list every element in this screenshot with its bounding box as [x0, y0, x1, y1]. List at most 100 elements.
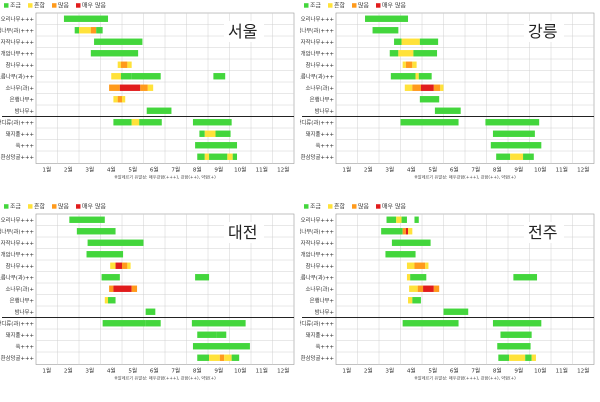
pollen-bar-moderate: [131, 119, 140, 126]
legend-label-very_high: 매우 많음: [382, 203, 406, 211]
month-tick-label: 2월: [64, 166, 73, 174]
pollen-bar-low: [400, 119, 459, 126]
pollen-bar-low: [197, 331, 217, 338]
species-label: 환삼덩굴+++: [301, 153, 334, 161]
pollen-bar-high: [131, 285, 138, 292]
legend-swatch-moderate: [28, 204, 33, 209]
pollen-bar-moderate: [415, 73, 419, 80]
pollen-bar-low: [401, 216, 407, 223]
month-tick-label: 10월: [534, 367, 546, 375]
pollen-bar-low: [146, 107, 172, 114]
legend-label-low: 조금: [10, 204, 22, 211]
species-label: 측백나무(과)+++: [0, 26, 34, 34]
pollen-bar-high: [122, 262, 128, 269]
pollen-bar-moderate: [396, 216, 402, 223]
pollen-bar-low: [76, 228, 116, 235]
pollen-bar-moderate: [408, 297, 413, 304]
pollen-bar-high: [90, 27, 97, 34]
month-tick-label: 7월: [471, 367, 480, 375]
month-tick-label: 9월: [514, 367, 523, 375]
species-label: 느릅나무(과)++: [300, 273, 334, 281]
pollen-bar-very_high: [420, 84, 434, 91]
city-label: 강릉: [528, 22, 557, 41]
pollen-bar-low: [485, 119, 540, 126]
pollen-bar-moderate: [111, 73, 121, 80]
legend-label-low: 조금: [10, 3, 22, 10]
pollen-bar-high: [117, 96, 122, 103]
species-label: 개암나무+++: [301, 49, 334, 57]
month-tick-label: 3월: [85, 166, 94, 174]
month-tick-label: 2월: [364, 367, 373, 375]
month-tick-label: 6월: [150, 367, 159, 375]
pollen-bar-moderate: [401, 38, 420, 45]
legend-label-low: 조금: [310, 204, 322, 211]
pollen-bar-low: [419, 96, 440, 103]
allergenicity-note: ※알레르기 유발성: 매우강함(+++), 강함(++), 약함(+): [114, 174, 216, 181]
pollen-bar-high: [219, 354, 225, 361]
legend-swatch-low: [304, 204, 309, 209]
pollen-bar-low: [195, 274, 210, 281]
legend-label-high: 많음: [358, 203, 370, 211]
pollen-bar-low: [192, 119, 232, 126]
pollen-bar-low: [525, 354, 532, 361]
pollen-bar-moderate: [404, 84, 413, 91]
pollen-bar-low: [145, 320, 161, 327]
pollen-bar-low: [192, 343, 250, 350]
month-tick-label: 12월: [277, 367, 289, 375]
pollen-bar-moderate: [79, 27, 91, 34]
pollen-bar-low: [443, 308, 469, 315]
month-tick-label: 9월: [214, 166, 223, 174]
pollen-bar-moderate: [398, 50, 414, 57]
species-label: 오리나무+++: [301, 216, 334, 224]
species-label: 소나무(과)+: [305, 285, 334, 293]
legend: 조금 흔함 많음 매우 많음: [304, 2, 406, 10]
month-tick-label: 8월: [193, 166, 202, 174]
species-label: 자작나무+++: [1, 38, 34, 46]
month-tick-label: 1월: [42, 166, 51, 174]
month-tick-label: 7월: [471, 166, 480, 174]
species-label: 환삼덩굴+++: [1, 153, 34, 161]
city-label: 대전: [228, 223, 257, 242]
month-tick-label: 5월: [128, 166, 137, 174]
city-label: 서울: [228, 22, 257, 41]
species-label: 돼지풀+++: [306, 331, 334, 339]
species-label: 돼지풀+++: [6, 130, 34, 138]
month-tick-label: 9월: [214, 367, 223, 375]
pollen-bar-low: [418, 73, 432, 80]
month-tick-label: 3월: [385, 367, 394, 375]
legend-label-very_high: 매우 많음: [382, 2, 406, 10]
legend: 조금 흔함 많음 매우 많음: [4, 2, 106, 10]
species-label: 소나무(과)+: [5, 285, 34, 293]
legend-swatch-low: [4, 204, 9, 209]
legend-swatch-moderate: [328, 204, 333, 209]
month-tick-label: 5월: [428, 367, 437, 375]
species-label: 밤나무+: [15, 308, 34, 316]
pollen-bar-low: [513, 274, 538, 281]
pollen-bar-moderate: [204, 153, 210, 160]
month-tick-label: 6월: [450, 367, 459, 375]
pollen-bar-low: [87, 239, 144, 246]
legend-swatch-very_high: [376, 3, 381, 8]
species-label: 측백나무(과)+++: [0, 227, 34, 235]
month-tick-label: 1월: [342, 367, 351, 375]
species-label: 측백나무(과)+++: [300, 26, 334, 34]
month-tick-label: 11월: [256, 166, 268, 174]
species-label: 참나무+++: [6, 61, 34, 69]
month-tick-label: 6월: [450, 166, 459, 174]
species-label: 잔디류(과)+++: [0, 319, 34, 327]
pollen-bar-low: [213, 73, 226, 80]
pollen-bar-low: [197, 354, 210, 361]
month-tick-label: 6월: [150, 166, 159, 174]
species-label: 느릅나무(과)++: [300, 72, 334, 80]
pollen-bar-low: [490, 142, 542, 149]
month-tick-label: 2월: [364, 166, 373, 174]
legend-swatch-very_high: [76, 204, 81, 209]
pollen-bar-very_high: [119, 84, 141, 91]
pollen-bar-low: [492, 320, 542, 327]
pollen-bar-low: [209, 153, 228, 160]
pollen-bar-low: [410, 274, 427, 281]
pollen-bar-low: [232, 153, 238, 160]
pollen-bar-moderate: [147, 84, 154, 91]
